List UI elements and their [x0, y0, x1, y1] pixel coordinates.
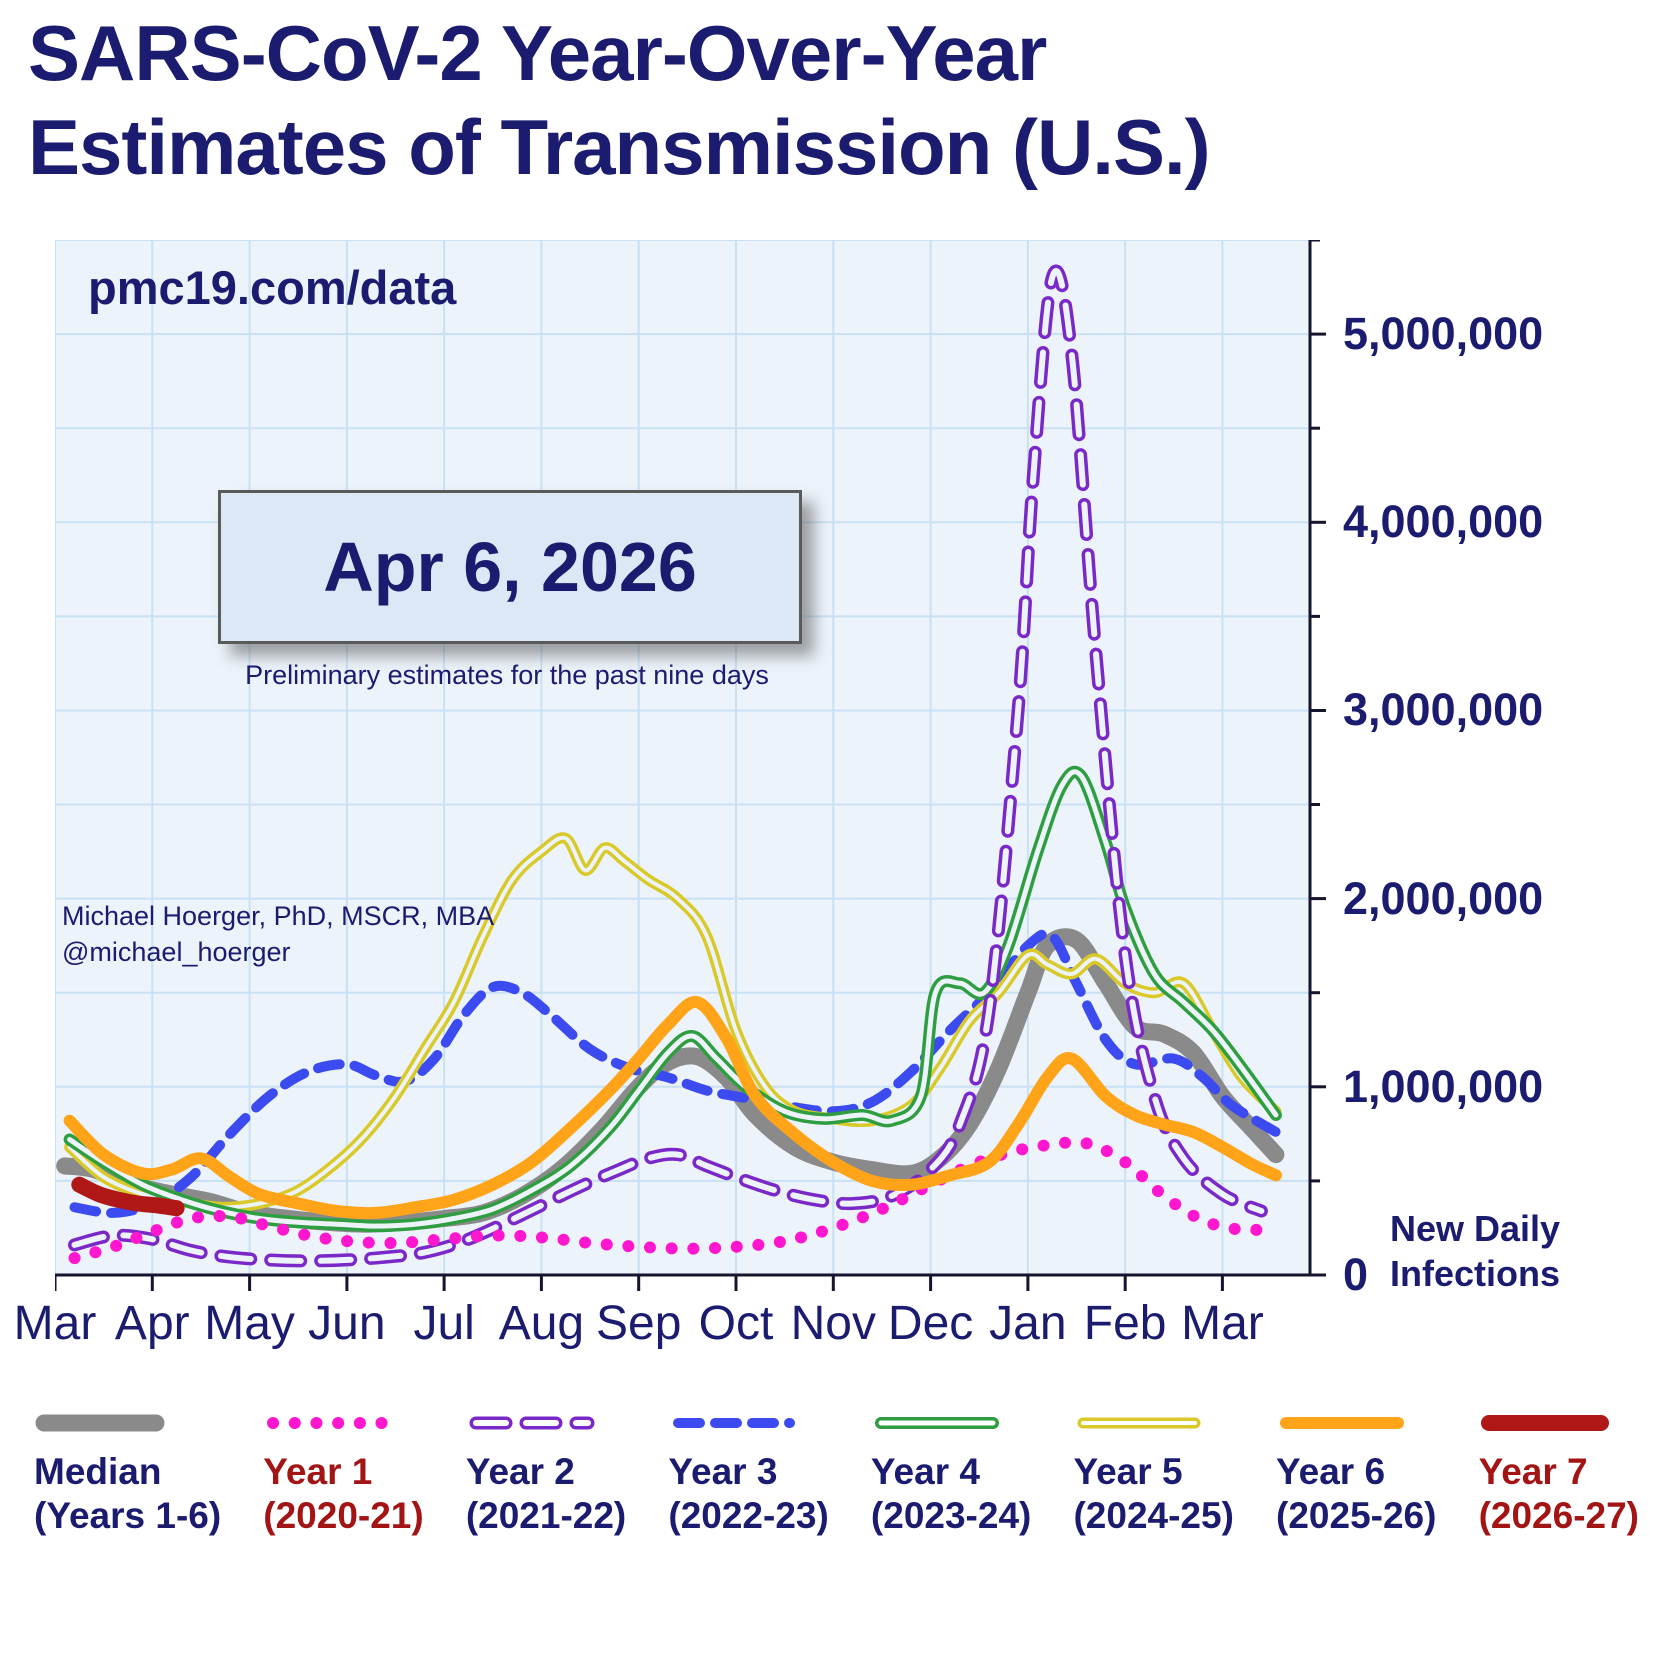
legend-label-year-6: Year 6 (2025-26) — [1276, 1451, 1437, 1536]
y-axis-title-line1: New Daily — [1390, 1208, 1561, 1249]
transmission-line-chart — [55, 240, 1326, 1291]
legend-swatch-year-7 — [1480, 1415, 1609, 1431]
legend-label-year-4: Year 4 (2023-24) — [870, 1451, 1032, 1536]
x-axis-tick-label: Aug — [498, 1297, 585, 1350]
legend-swatch-year-5 — [1077, 1417, 1201, 1429]
legend: Median (Years 1-6) Year 1 (2020-21) Year 2 (2… — [34, 1408, 1639, 1537]
series-line-year-2 — [71, 268, 1265, 1264]
legend-swatch-year-4 — [874, 1417, 999, 1429]
x-axis-tick-label: Feb — [1083, 1297, 1167, 1350]
page-title-line2: Estimates of Transmission (U.S.) — [28, 103, 1211, 192]
x-axis-tick-label: Dec — [887, 1297, 974, 1350]
legend-label-year-7: Year 7 (2026-27) — [1478, 1451, 1639, 1536]
y-axis-tick-label: 0 — [1343, 1249, 1369, 1300]
legend-swatch-year-6 — [1280, 1417, 1405, 1429]
legend-swatch-median — [35, 1414, 165, 1432]
author-credit-line2: @michael_hoerger — [62, 937, 291, 968]
legend-item-year-7: Year 7 (2026-27) — [1479, 1408, 1639, 1537]
x-axis-tick-label: Sep — [596, 1297, 682, 1350]
series-line-year-1 — [68, 1136, 1282, 1265]
page-title-line1: SARS-CoV-2 Year-Over-Year — [28, 9, 1047, 97]
y-axis-tick-label: 3,000,000 — [1343, 684, 1544, 736]
x-axis-tick-label: Jun — [308, 1297, 386, 1350]
legend-item-year-5: Year 5 (2024-25) — [1073, 1408, 1234, 1537]
preliminary-note: Preliminary estimates for the past nine … — [245, 660, 769, 690]
legend-item-year-3: Year 3 (2022-23) — [668, 1408, 829, 1537]
series-line-year-6 — [63, 996, 1282, 1220]
series-line-year-7 — [71, 1176, 185, 1217]
x-axis-tick-label: Jul — [413, 1297, 475, 1350]
legend-label-year-3: Year 3 (2022-23) — [668, 1451, 829, 1536]
series-line-year-5 — [67, 835, 1278, 1210]
x-axis-tick-label: Mar — [1181, 1297, 1264, 1350]
legend-swatch-year-1 — [267, 1417, 392, 1429]
y-axis-tick-label: 4,000,000 — [1343, 496, 1544, 548]
legend-item-year-4: Year 4 (2023-24) — [871, 1408, 1031, 1537]
x-axis-tick-label: Jan — [989, 1297, 1067, 1350]
author-credit-line1: Michael Hoerger, PhD, MSCR, MBA — [62, 901, 495, 931]
date-label: Apr 6, 2026 — [323, 528, 697, 606]
x-axis-tick-label: May — [204, 1297, 295, 1350]
x-axis-tick-label: Mar — [13, 1297, 97, 1350]
legend-label-year-5: Year 5 (2024-25) — [1073, 1451, 1234, 1536]
legend-label-median: Median (Years 1-6) — [34, 1451, 222, 1536]
legend-label-year-1: Year 1 (2020-21) — [263, 1451, 424, 1536]
site-watermark: pmc19.com/data — [88, 261, 457, 314]
legend-item-year-1: Year 1 (2020-21) — [263, 1408, 424, 1537]
x-axis-tick-label: Nov — [790, 1297, 876, 1350]
legend-label-year-2: Year 2 (2021-22) — [465, 1451, 627, 1536]
legend-item-median: Median (Years 1-6) — [34, 1408, 221, 1537]
legend-swatch-year-3 — [673, 1418, 796, 1428]
legend-swatch-year-2 — [469, 1416, 595, 1430]
legend-item-year-6: Year 6 (2025-26) — [1276, 1408, 1436, 1537]
y-axis-tick-label: 5,000,000 — [1343, 308, 1544, 360]
page-title: SARS-CoV-2 Year-Over-Year Estimates of Tr… — [28, 6, 1211, 195]
y-axis-tick-label: 2,000,000 — [1343, 872, 1544, 924]
x-axis-tick-label: Oct — [698, 1297, 774, 1350]
legend-item-year-2: Year 2 (2021-22) — [466, 1408, 626, 1537]
series-line-year-3 — [69, 928, 1281, 1218]
date-box: Apr 6, 2026 — [218, 490, 802, 644]
x-axis-tick-label: Apr — [114, 1297, 190, 1350]
y-axis-tick-label: 1,000,000 — [1343, 1060, 1544, 1112]
y-axis-title: New Daily Infections — [1390, 1206, 1560, 1296]
y-axis-title-line2: Infections — [1390, 1253, 1561, 1294]
author-credit: Michael Hoerger, PhD, MSCR, MBA @michael… — [62, 898, 494, 971]
